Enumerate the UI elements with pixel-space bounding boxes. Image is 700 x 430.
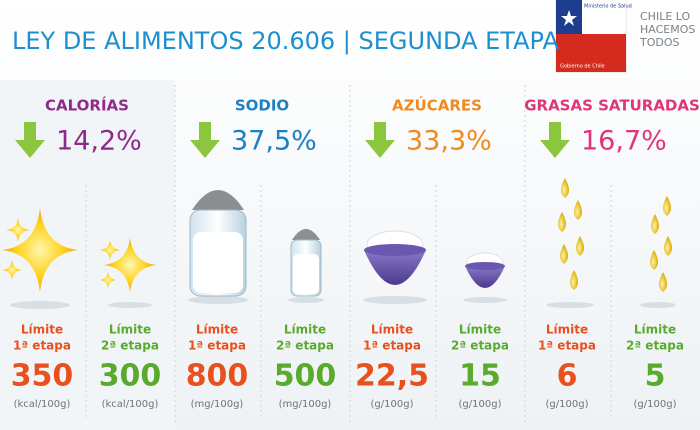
shadows-part <box>10 301 70 309</box>
logo-part <box>582 0 626 34</box>
slogan-line: HACEMOS <box>640 23 695 36</box>
salt-shakers-illustration-part <box>292 229 320 240</box>
limit-label: Límite <box>284 323 326 337</box>
shadows-part <box>108 302 152 308</box>
limit-unit: (g/100g) <box>634 399 677 410</box>
down-arrow <box>15 122 45 158</box>
down-arrow <box>190 122 220 158</box>
reduction: 16,7% <box>581 126 667 157</box>
sugar-bowls-illustration-part <box>465 262 505 270</box>
shadows <box>10 296 676 309</box>
oil-drops-illustration <box>558 178 672 292</box>
stars-illustration-part <box>104 238 156 292</box>
stars-illustration-part <box>2 208 78 292</box>
sugar-bowls-illustration-part <box>364 244 426 256</box>
dividers <box>85 85 612 425</box>
logo-ministry: Ministerio de Salud <box>584 4 632 10</box>
limit-unit: (g/100g) <box>546 399 589 410</box>
slogan-line: TODOS <box>639 36 680 49</box>
limit-label: Límite <box>634 323 676 337</box>
sugar-bowls-illustration <box>364 230 505 288</box>
sugar-bowls-illustration-part <box>364 250 426 285</box>
shadows-part <box>363 296 427 304</box>
logo <box>555 0 627 73</box>
logo-government: Gobierno de Chile <box>560 64 605 70</box>
limit-label: Límite <box>371 323 413 337</box>
limit-value: 22,5 <box>355 359 429 394</box>
logo-part <box>561 10 577 26</box>
oil-drops-illustration-part <box>558 212 566 232</box>
sugar-bowls-illustration-part <box>465 266 505 288</box>
stars-illustration-part <box>100 272 116 288</box>
salt-shakers-illustration-part <box>193 232 243 293</box>
limit-unit: (mg/100g) <box>279 399 332 410</box>
salt-shakers-illustration-part <box>293 254 319 294</box>
limit-stage: 1ª etapa <box>13 339 71 353</box>
salt-shakers-illustration-part <box>192 190 244 210</box>
down-arrow <box>365 122 395 158</box>
limit-stage: 2ª etapa <box>626 339 684 353</box>
limit-unit: (mg/100g) <box>191 399 244 410</box>
limit-value: 15 <box>459 359 501 394</box>
shadows-part <box>640 302 676 308</box>
limit-stage: 1ª etapa <box>538 339 596 353</box>
limit-stage: 1ª etapa <box>188 339 246 353</box>
oil-drops-illustration-part <box>650 250 658 270</box>
limit-stage: 1ª etapa <box>363 339 421 353</box>
oil-drops-illustration-part <box>663 196 671 216</box>
salt-shakers-illustration <box>189 190 322 297</box>
logo-part <box>556 34 626 72</box>
limit-label: Límite <box>109 323 151 337</box>
limit-value: 6 <box>557 359 578 394</box>
shadows-part <box>463 297 507 303</box>
nutrient-name: SODIO <box>235 97 289 115</box>
nutrient-name: CALORÍAS <box>45 96 129 115</box>
limit-label: Límite <box>21 323 63 337</box>
limit-unit: (kcal/100g) <box>14 399 71 410</box>
limit-stage: 2ª etapa <box>101 339 159 353</box>
nutrient-name: GRASAS SATURADAS <box>524 97 700 115</box>
limit-value: 5 <box>645 359 666 394</box>
limit-stage: 2ª etapa <box>276 339 334 353</box>
limit-unit: (g/100g) <box>371 399 414 410</box>
oil-drops-illustration-part <box>659 272 667 292</box>
reduction: 33,3% <box>406 126 492 157</box>
limit-unit: (kcal/100g) <box>102 399 159 410</box>
stars-illustration-part <box>6 218 30 242</box>
limit-stage: 2ª etapa <box>451 339 509 353</box>
limit-label: Límite <box>196 323 238 337</box>
title: LEY DE ALIMENTOS 20.606 | SEGUNDA ETAPA <box>12 27 559 55</box>
limit-value: 350 <box>11 359 74 394</box>
shadows-part <box>188 296 248 304</box>
limit-label: Límite <box>459 323 501 337</box>
limit-value: 300 <box>99 359 162 394</box>
oil-drops-illustration-part <box>576 236 584 256</box>
nutrient-name: AZÚCARES <box>392 96 482 115</box>
oil-drops-illustration-part <box>561 178 569 198</box>
down-arrow <box>540 122 570 158</box>
stars-illustration-part <box>100 240 120 260</box>
oil-drops-illustration-part <box>570 270 578 290</box>
shadows-part <box>288 297 324 303</box>
limit-label: Límite <box>546 323 588 337</box>
oil-drops-illustration-part <box>574 200 582 220</box>
reduction: 37,5% <box>231 126 317 157</box>
limit-value: 500 <box>274 359 337 394</box>
stars-illustration <box>2 208 156 292</box>
limit-unit: (g/100g) <box>459 399 502 410</box>
slogan-line: CHILE LO <box>640 10 691 23</box>
stars-illustration-part <box>2 260 22 280</box>
limit-value: 800 <box>186 359 249 394</box>
oil-drops-illustration-part <box>560 244 568 264</box>
shadows-part <box>546 302 594 308</box>
oil-drops-illustration-part <box>651 214 659 234</box>
reduction: 14,2% <box>56 126 142 157</box>
oil-drops-illustration-part <box>664 236 672 256</box>
